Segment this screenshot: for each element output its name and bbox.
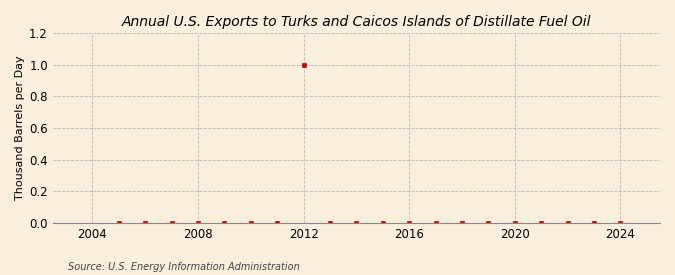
Y-axis label: Thousand Barrels per Day: Thousand Barrels per Day [15, 56, 25, 200]
Text: Source: U.S. Energy Information Administration: Source: U.S. Energy Information Administ… [68, 262, 299, 272]
Title: Annual U.S. Exports to Turks and Caicos Islands of Distillate Fuel Oil: Annual U.S. Exports to Turks and Caicos … [122, 15, 591, 29]
